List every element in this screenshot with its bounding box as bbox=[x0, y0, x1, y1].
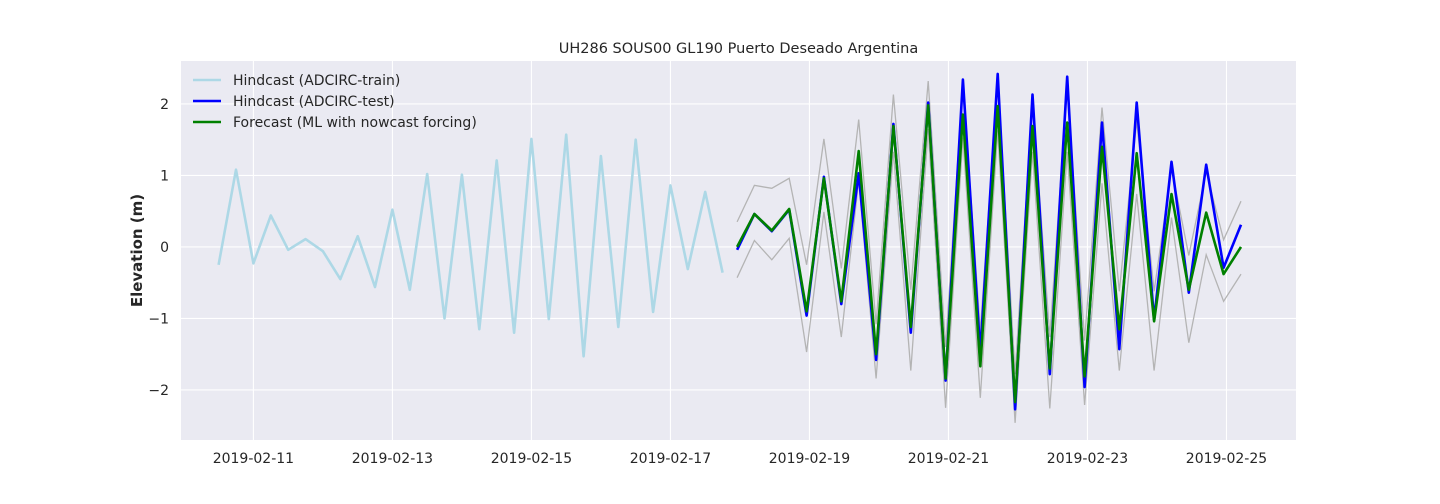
y-tick-label: 1 bbox=[160, 168, 169, 184]
y-tick-label: 2 bbox=[160, 97, 169, 113]
x-tick-label: 2019-02-17 bbox=[630, 451, 711, 467]
x-tick-label: 2019-02-13 bbox=[352, 451, 433, 467]
x-tick-label: 2019-02-19 bbox=[769, 451, 850, 467]
x-tick-label: 2019-02-21 bbox=[908, 451, 989, 467]
legend: Hindcast (ADCIRC-train) Hindcast (ADCIRC-… bbox=[193, 73, 477, 131]
forecast-series-line bbox=[735, 104, 1243, 404]
series-lines bbox=[217, 72, 1243, 411]
axis-ticks: 2019-02-11 2019-02-13 2019-02-15 2019-02-17… bbox=[148, 97, 1267, 467]
y-tick-label: −2 bbox=[148, 383, 169, 399]
x-tick-label: 2019-02-25 bbox=[1186, 451, 1267, 467]
x-tick-label: 2019-02-11 bbox=[213, 451, 294, 467]
legend-label: Hindcast (ADCIRC-test) bbox=[233, 94, 395, 110]
legend-label: Forecast (ML with nowcast forcing) bbox=[233, 115, 477, 131]
y-tick-label: −1 bbox=[148, 311, 169, 327]
plot-area bbox=[181, 61, 1296, 440]
chart-title: UH286 SOUS00 GL190 Puerto Deseado Argent… bbox=[559, 41, 918, 57]
y-tick-label: 0 bbox=[160, 240, 169, 256]
envelope-lower-line bbox=[736, 128, 1242, 423]
train-series-line bbox=[217, 133, 724, 358]
x-tick-label: 2019-02-15 bbox=[491, 451, 572, 467]
x-tick-label: 2019-02-23 bbox=[1047, 451, 1128, 467]
y-axis-label: Elevation (m) bbox=[128, 194, 146, 307]
legend-label: Hindcast (ADCIRC-train) bbox=[233, 73, 400, 89]
